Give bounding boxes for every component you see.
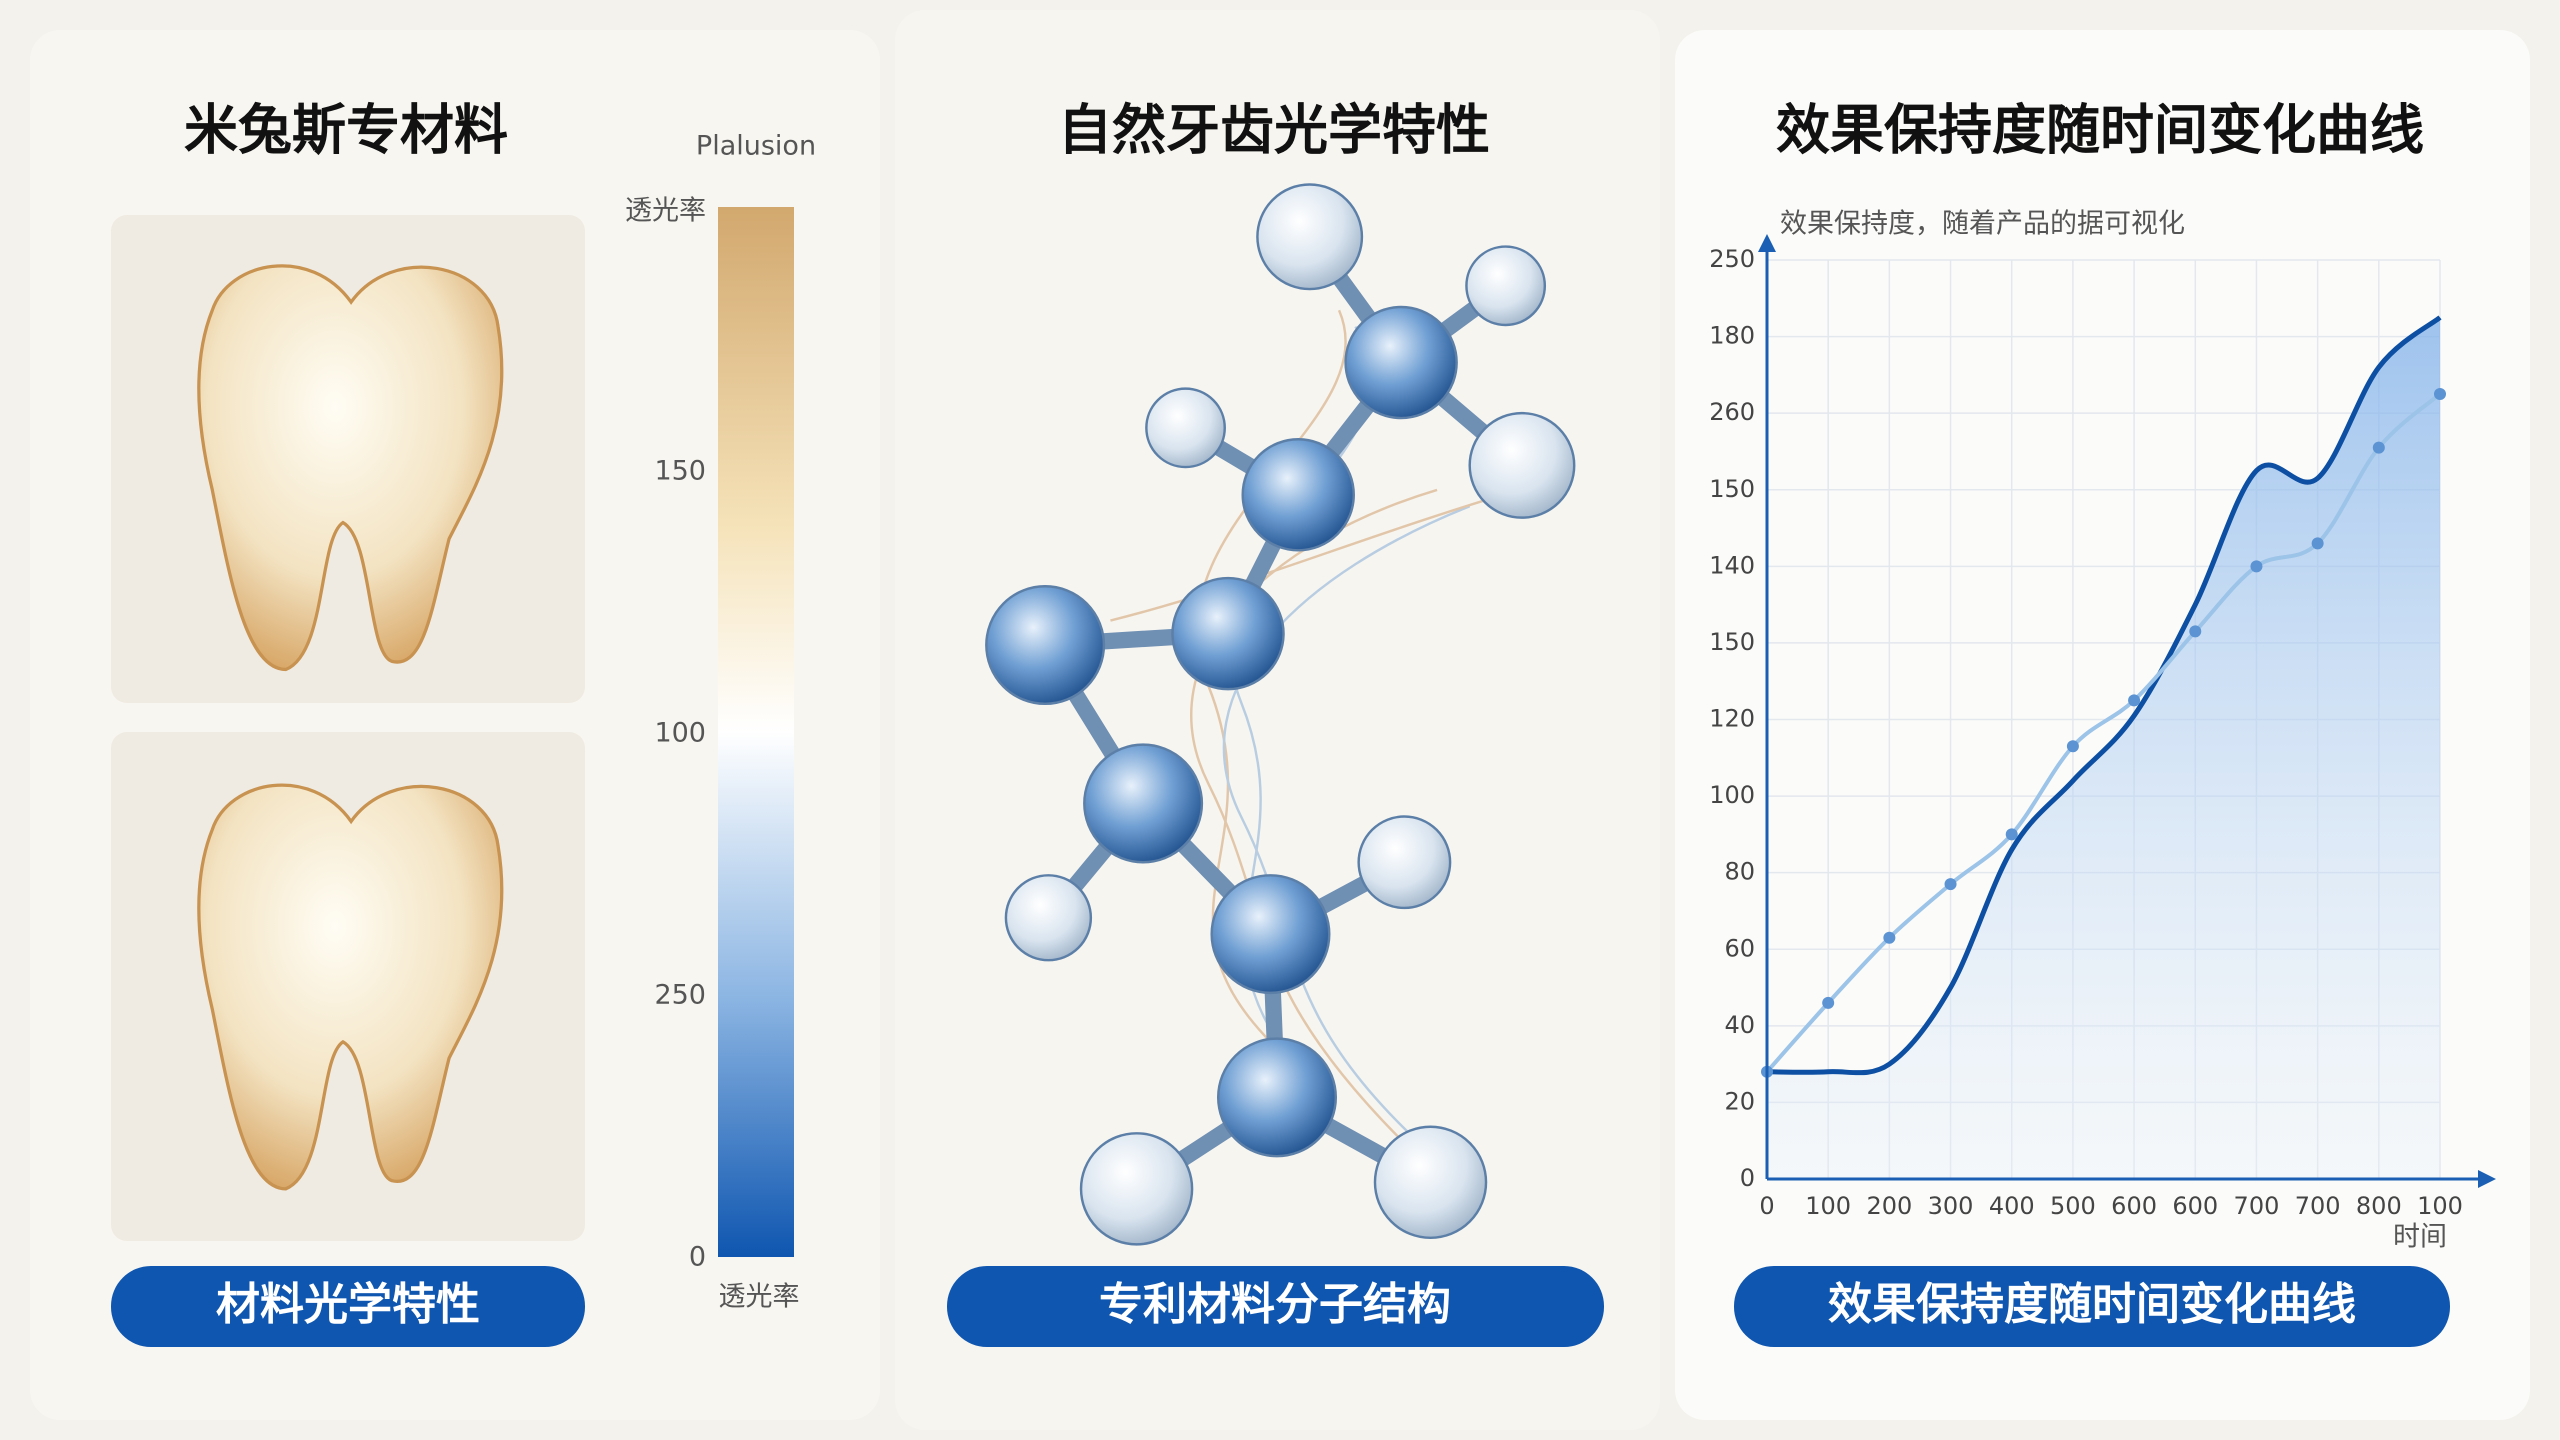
tooth [197,264,504,672]
atom [1079,1132,1194,1246]
point [2066,740,2079,753]
scale-tick-label: 0 [689,1242,706,1273]
molecule [985,183,1576,1246]
atom [1171,576,1285,691]
y-tick-label: 80 [1724,858,1755,886]
axis-arrow [2478,1170,2496,1188]
x-tick-label: 300 [1928,1192,1974,1220]
transmittance-bar [718,207,794,1257]
y-tick-label: 250 [1709,245,1755,273]
atom [1373,1125,1488,1240]
atom [1004,874,1093,962]
line [1765,392,2442,1074]
area [1767,317,2440,1179]
y-tick-label: 0 [1740,1164,1755,1192]
point [2311,537,2324,550]
y-tick-label: 260 [1709,398,1755,426]
y-tick-label: 180 [1709,322,1755,350]
x-tick-label: 100 [1805,1192,1851,1220]
button-label: 效果保持度随时间变化曲线 [1828,1279,2356,1330]
point [1883,931,1896,944]
x-tick-label: 800 [2356,1192,2402,1220]
atom [1241,438,1355,552]
y-tick-label: 140 [1709,551,1755,579]
button[interactable] [1734,1266,2450,1347]
panel-bg [895,10,1660,1430]
x-axis-label: 时间 [2393,1222,2447,1253]
atom [1344,305,1458,420]
scale-bottom-label: 透光率 [719,1282,800,1313]
y-axis-label: 效果保持度，随着产品的据可视化 [1780,209,2185,240]
tooth-images [197,264,504,1191]
x-tick-label: 500 [2050,1192,2096,1220]
y-tick-label: 150 [1709,628,1755,656]
y-tick-label: 60 [1724,934,1755,962]
point [1944,878,1957,891]
atom [1465,245,1547,327]
x-tick-label: 400 [1989,1192,2035,1220]
button-label: 材料光学特性 [216,1279,480,1330]
point [2372,441,2385,454]
atom [985,585,1106,706]
point [2189,625,2202,638]
atom [1216,1037,1338,1158]
x-tick-label: 700 [2295,1192,2341,1220]
scale-top-label: 透光率 [625,196,706,227]
point [2005,828,2018,841]
x-tick-label: 600 [2172,1192,2218,1220]
scale-title: Plalusion [696,131,816,162]
scale-tick-label: 150 [654,456,706,487]
x-tick-label: 700 [2234,1192,2280,1220]
atom [1083,743,1204,864]
panel-title: 自然牙齿光学特性 [1058,99,1490,162]
point [2128,694,2141,707]
y-tick-label: 150 [1709,475,1755,503]
atom [1210,874,1331,995]
y-tick-label: 40 [1724,1011,1755,1039]
button[interactable] [947,1266,1604,1347]
axis-arrow [1758,234,1776,252]
scale-tick-label: 100 [654,718,706,749]
x-tick-label: 0 [1759,1192,1774,1220]
line [1766,315,2442,1076]
point [1822,996,1835,1009]
y-tick-label: 120 [1709,705,1755,733]
scale-tick-label: 250 [654,980,706,1011]
atom [1468,411,1576,519]
y-tick-label: 20 [1724,1087,1755,1115]
x-tick-label: 100 [2417,1192,2463,1220]
x-tick-label: 600 [2111,1192,2157,1220]
button[interactable] [111,1266,585,1347]
point [2250,560,2263,573]
point [2434,388,2446,401]
panel-title: 米兔斯专材料 [184,99,508,162]
atom [1357,815,1452,910]
button-label: 专利材料分子结构 [1099,1279,1451,1330]
x-tick-label: 200 [1866,1192,1912,1220]
atom [1256,183,1364,291]
tooth [197,783,504,1191]
y-tick-label: 100 [1709,781,1755,809]
panel-title: 效果保持度随时间变化曲线 [1776,99,2424,162]
atom [1145,387,1226,469]
